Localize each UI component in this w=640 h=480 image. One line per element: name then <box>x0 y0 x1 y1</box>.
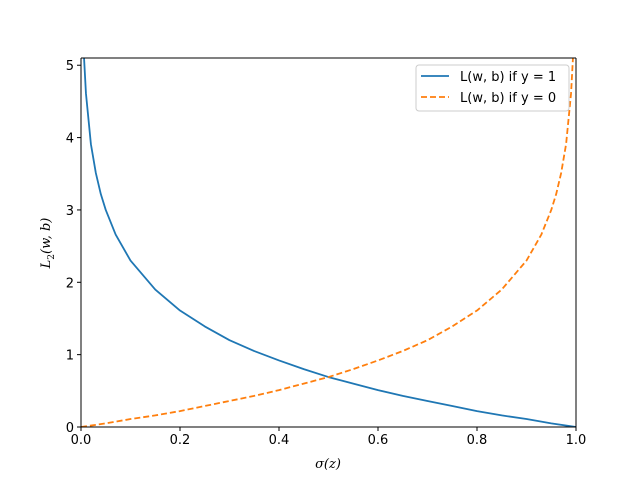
x-tick-label: 0.0 <box>71 433 92 448</box>
legend-label-y1: L(w, b) if y = 1 <box>460 70 556 85</box>
x-tick-label: 0.4 <box>269 433 290 448</box>
legend-box <box>415 64 570 112</box>
series-line-y1 <box>83 58 576 427</box>
x-tick-label: 0.6 <box>368 433 389 448</box>
y-tick-label: 3 <box>66 204 74 219</box>
y-tick-label: 2 <box>66 276 74 291</box>
y-tick-label: 5 <box>66 59 74 74</box>
x-axis-label: σ(z) <box>315 457 341 472</box>
series-layer <box>81 58 576 427</box>
y-tick-label: 0 <box>66 421 74 436</box>
legend-label-y0: L(w, b) if y = 0 <box>460 91 556 106</box>
y-axis-label-main: L <box>39 260 54 270</box>
legend: L(w, b) if y = 1 L(w, b) if y = 0 <box>415 64 570 112</box>
y-tick-label: 1 <box>66 349 74 364</box>
y-axis-label: L2(w, b) <box>39 218 57 270</box>
plot-area <box>81 58 576 427</box>
x-tick-label: 0.2 <box>170 433 191 448</box>
y-tick-label: 4 <box>66 132 74 147</box>
x-tick-label: 0.8 <box>467 433 488 448</box>
y-axis-label-args: (w, b) <box>39 218 54 254</box>
y-axis-label-subscript: 2 <box>47 254 57 260</box>
ticks-layer: 0.0 0.2 0.4 0.6 0.8 1.0 0 1 2 3 4 5 <box>66 59 587 448</box>
x-tick-label: 1.0 <box>566 433 587 448</box>
axes-frame <box>80 57 577 428</box>
series-line-y0 <box>81 58 574 427</box>
